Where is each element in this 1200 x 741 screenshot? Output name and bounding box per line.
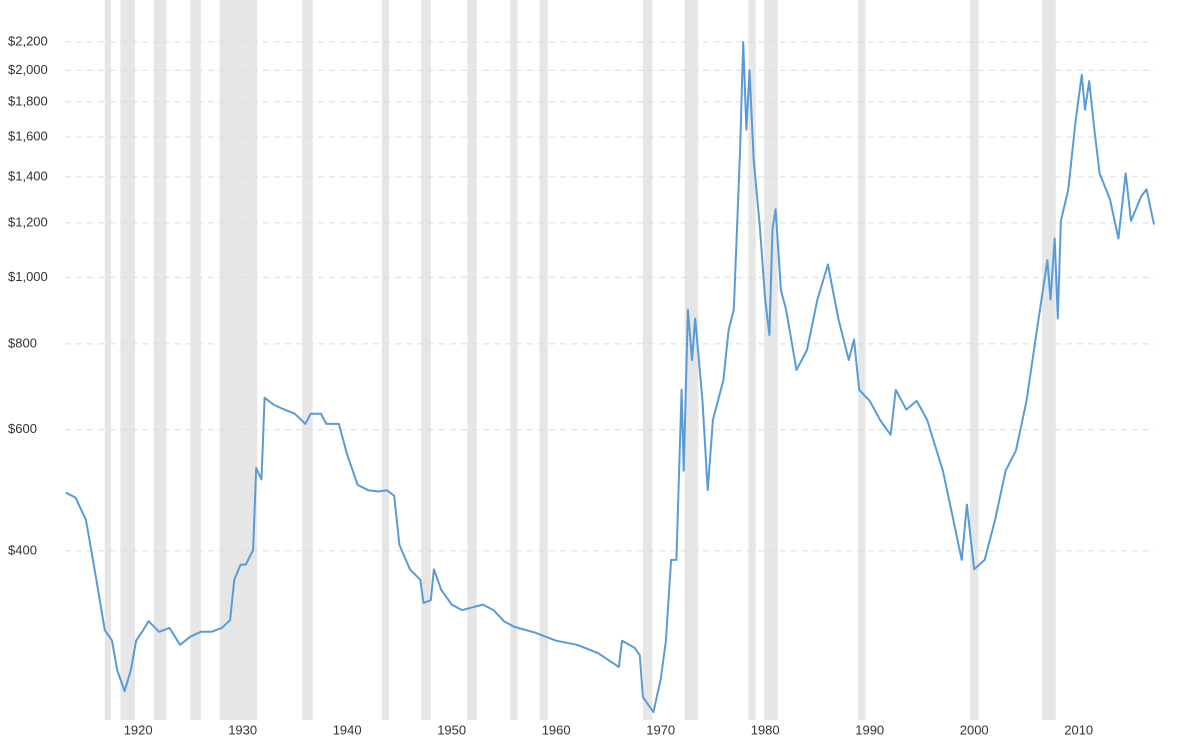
x-tick-label: 1980 xyxy=(751,722,780,737)
recession-band xyxy=(153,0,167,720)
x-tick-label: 2000 xyxy=(960,722,989,737)
price-line xyxy=(65,41,1155,714)
y-tick-label: $2,200 xyxy=(8,33,48,48)
y-tick-label: $1,400 xyxy=(8,168,48,183)
recession-band xyxy=(467,0,477,720)
y-tick-label: $600 xyxy=(8,421,37,436)
recession-band xyxy=(970,0,979,720)
x-tick-label: 1990 xyxy=(855,722,884,737)
recession-band xyxy=(120,0,136,720)
recession-band xyxy=(748,0,756,720)
recession-band xyxy=(302,0,313,720)
recession-band xyxy=(539,0,548,720)
y-tick-label: $800 xyxy=(8,335,37,350)
y-tick-label: $1,600 xyxy=(8,128,48,143)
x-tick-label: 1970 xyxy=(646,722,675,737)
x-tick-label: 1940 xyxy=(333,722,362,737)
x-tick-label: 2010 xyxy=(1064,722,1093,737)
recession-band xyxy=(858,0,866,720)
recession-band xyxy=(219,0,258,720)
recession-band xyxy=(190,0,201,720)
recession-band xyxy=(421,0,431,720)
x-tick-label: 1950 xyxy=(437,722,466,737)
y-tick-label: $1,000 xyxy=(8,269,48,284)
y-tick-label: $400 xyxy=(8,542,37,557)
recession-band xyxy=(104,0,111,720)
recession-band xyxy=(642,0,653,720)
x-tick-label: 1960 xyxy=(542,722,571,737)
y-tick-label: $1,200 xyxy=(8,214,48,229)
recession-band xyxy=(510,0,518,720)
y-tick-label: $1,800 xyxy=(8,93,48,108)
recession-band xyxy=(764,0,778,720)
y-tick-label: $2,000 xyxy=(8,62,48,77)
x-tick-label: 1920 xyxy=(124,722,153,737)
recession-band xyxy=(1042,0,1056,720)
x-tick-label: 1930 xyxy=(228,722,257,737)
recession-band xyxy=(381,0,389,720)
